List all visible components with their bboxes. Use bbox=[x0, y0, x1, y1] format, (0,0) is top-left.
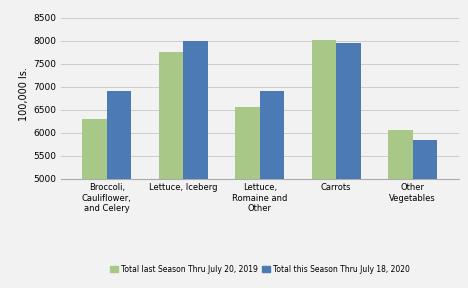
Bar bbox=[388, 130, 413, 288]
Bar bbox=[312, 40, 336, 288]
Bar bbox=[159, 52, 183, 288]
Y-axis label: 100,000 ls.: 100,000 ls. bbox=[19, 67, 29, 121]
Legend: Total last Season Thru July 20, 2019, Total this Season Thru July 18, 2020: Total last Season Thru July 20, 2019, To… bbox=[107, 262, 413, 277]
Bar bbox=[82, 119, 107, 288]
Bar bbox=[183, 41, 208, 288]
Bar bbox=[336, 43, 361, 288]
Bar bbox=[413, 139, 437, 288]
Bar bbox=[260, 91, 284, 288]
Bar bbox=[107, 91, 131, 288]
Bar bbox=[235, 107, 260, 288]
